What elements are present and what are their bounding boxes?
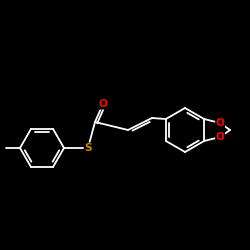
Text: O: O (216, 118, 224, 128)
Text: O: O (98, 99, 108, 109)
Text: O: O (216, 132, 224, 142)
Text: S: S (84, 143, 92, 153)
